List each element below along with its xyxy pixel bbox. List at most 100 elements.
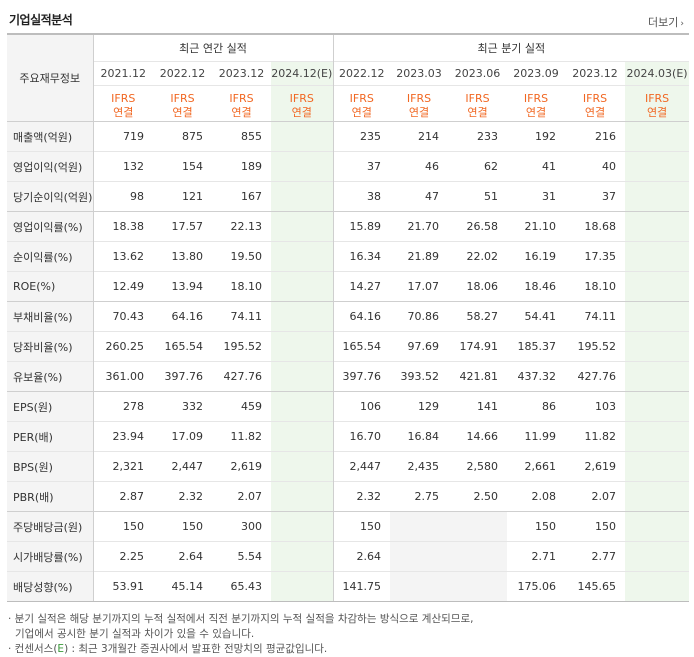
annual-value-cell	[271, 571, 334, 602]
quarter-value-cell: 16.34	[332, 241, 391, 272]
annual-value-cell: 332	[153, 391, 212, 422]
more-label[interactable]: 더보기	[648, 16, 679, 29]
annual-value-cell: 17.09	[153, 421, 212, 452]
quarter-value-cell: 150	[507, 511, 566, 542]
quarter-value-cell	[625, 391, 690, 422]
consolidated-label: 연결	[351, 106, 372, 119]
ifrs-label: IFRS	[523, 92, 549, 105]
consolidated-label: 연결	[291, 106, 312, 119]
annual-value-cell: 2,321	[92, 451, 153, 482]
quarter-value-cell	[625, 181, 690, 212]
annual-value-cell: 18.10	[212, 271, 271, 302]
row-label: 유보율(%)	[7, 361, 93, 392]
ifrs-cell: IFRS 연결	[565, 85, 626, 122]
quarter-value-cell: 174.91	[448, 331, 508, 362]
quarter-value-cell	[390, 541, 449, 572]
row-label-header: 주요재무정보	[7, 33, 93, 122]
table-row: 매출액(억원) 719 875 855 235 214 233 192 216	[7, 121, 690, 152]
annual-value-cell	[271, 361, 334, 392]
annual-value-cell: 5.54	[212, 541, 271, 572]
quarter-value-cell: 16.70	[332, 421, 391, 452]
quarter-value-cell: 18.06	[448, 271, 508, 302]
consolidated-label: 연결	[646, 106, 668, 119]
annual-value-cell	[271, 331, 334, 362]
quarter-value-cell: 175.06	[507, 571, 566, 602]
row-label: PER(배)	[7, 421, 93, 452]
quarter-value-cell	[448, 541, 508, 572]
annual-value-cell: 2,447	[153, 451, 212, 482]
period-header: 2024.12(E)	[271, 61, 334, 86]
annual-value-cell: 22.13	[212, 211, 271, 242]
table-row: 영업이익률(%) 18.38 17.57 22.13 15.89 21.70 26.58 21…	[7, 211, 690, 242]
table-row: 시가배당률(%) 2.25 2.64 5.54 2.64 2.71 2.77	[7, 541, 690, 572]
quarter-value-cell: 103	[565, 391, 626, 422]
table-row: PBR(배) 2.87 2.32 2.07 2.32 2.75 2.50 2.08 2.07	[7, 481, 690, 512]
quarter-value-cell: 14.27	[332, 271, 391, 302]
quarter-value-cell: 64.16	[332, 301, 391, 332]
quarter-value-cell: 2,580	[448, 451, 508, 482]
quarter-value-cell: 437.32	[507, 361, 566, 392]
quarter-value-cell	[625, 361, 690, 392]
consolidated-label: 연결	[525, 106, 547, 119]
annual-value-cell: 195.52	[212, 331, 271, 362]
row-label: 주당배당금(원)	[7, 511, 93, 542]
annual-value-cell: 875	[153, 121, 212, 152]
quarter-value-cell: 2.75	[390, 481, 449, 512]
quarter-value-cell: 62	[448, 151, 508, 182]
quarter-value-cell: 2,435	[390, 451, 449, 482]
row-label: 순이익률(%)	[7, 241, 93, 272]
annual-value-cell: 11.82	[212, 421, 271, 452]
quarter-value-cell	[625, 331, 690, 362]
table-row: 당기순이익(억원) 98 121 167 38 47 51 31 37	[7, 181, 690, 212]
quarter-value-cell: 2.71	[507, 541, 566, 572]
row-label: 매출액(억원)	[7, 121, 93, 152]
row-label: 당기순이익(억원)	[7, 181, 93, 212]
quarter-value-cell: 86	[507, 391, 566, 422]
quarter-value-cell: 21.89	[390, 241, 449, 272]
consolidated-label: 연결	[584, 106, 606, 119]
row-label: 배당성향(%)	[7, 571, 93, 602]
quarter-value-cell: 216	[565, 121, 626, 152]
quarter-value-cell: 26.58	[448, 211, 508, 242]
quarter-value-cell: 16.19	[507, 241, 566, 272]
quarter-value-cell: 58.27	[448, 301, 508, 332]
annual-value-cell: 278	[92, 391, 153, 422]
table-row: 영업이익(억원) 132 154 189 37 46 62 41 40	[7, 151, 690, 182]
quarter-value-cell: 141	[448, 391, 508, 422]
ifrs-cell: IFRS 연결	[625, 85, 690, 122]
consolidated-label: 연결	[408, 106, 430, 119]
annual-value-cell: 167	[212, 181, 271, 212]
quarter-value-cell: 31	[507, 181, 566, 212]
quarter-value-cell: 2.50	[448, 481, 508, 512]
quarter-value-cell	[625, 211, 690, 242]
footnote-quarterly-cont: 기업에서 공시한 분기 실적과 차이가 있을 수 있습니다.	[15, 628, 255, 640]
ifrs-label: IFRS	[170, 92, 195, 105]
row-label: ROE(%)	[7, 271, 93, 302]
row-label: EPS(원)	[7, 391, 93, 422]
quarter-value-cell: 18.68	[565, 211, 626, 242]
quarter-value-cell: 2.07	[565, 481, 626, 512]
quarter-value-cell	[625, 541, 690, 572]
annual-value-cell: 18.38	[92, 211, 153, 242]
quarter-value-cell: 54.41	[507, 301, 566, 332]
ifrs-cell: IFRS 연결	[92, 85, 153, 122]
quarter-value-cell	[625, 451, 690, 482]
quarter-value-cell: 11.99	[507, 421, 566, 452]
annual-value-cell	[271, 121, 334, 152]
quarter-value-cell: 2,447	[332, 451, 391, 482]
annual-value-cell: 2.25	[92, 541, 153, 572]
more-link[interactable]: 더보기 ›	[648, 14, 684, 30]
quarter-value-cell: 21.70	[390, 211, 449, 242]
footnote-consensus-post: ) : 최근 3개월간 증권사에서 발표한 전망치의 평균값입니다.	[64, 643, 328, 655]
quarter-value-cell: 18.46	[507, 271, 566, 302]
quarter-value-cell	[625, 121, 690, 152]
row-label: PBR(배)	[7, 481, 93, 512]
table-row: 유보율(%) 361.00 397.76 427.76 397.76 393.52 421.…	[7, 361, 690, 392]
quarter-value-cell	[625, 511, 690, 542]
annual-value-cell: 13.62	[92, 241, 153, 272]
quarter-value-cell: 195.52	[565, 331, 626, 362]
quarter-value-cell	[390, 571, 449, 602]
quarter-value-cell: 145.65	[565, 571, 626, 602]
row-label: 당좌비율(%)	[7, 331, 93, 362]
quarter-value-cell	[625, 241, 690, 272]
